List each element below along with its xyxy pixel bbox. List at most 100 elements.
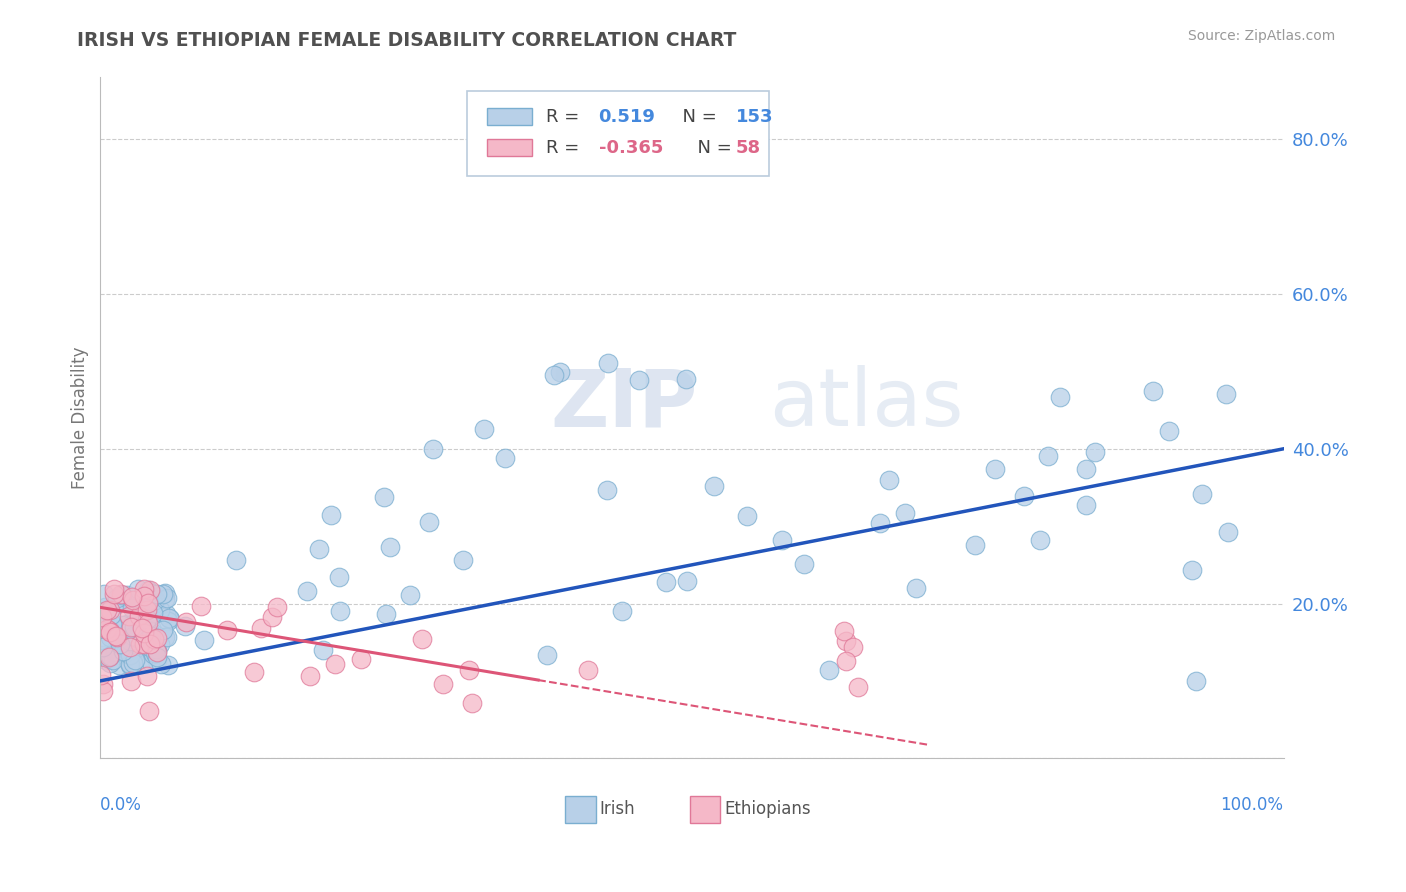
Point [877, 473, 900, 487]
Point [260, 610, 283, 624]
Point [118, 609, 141, 624]
Point [118, 657, 141, 672]
Point [136, 582, 159, 597]
Text: atlas: atlas [769, 365, 963, 443]
Point [118, 648, 141, 662]
Point [146, 631, 169, 645]
Point [136, 616, 159, 631]
Point [141, 625, 163, 640]
Point [308, 541, 330, 556]
Point [295, 584, 318, 599]
Point [770, 533, 793, 547]
Point [610, 604, 633, 618]
Point [91, 648, 114, 662]
Point [121, 640, 143, 655]
Point [1215, 387, 1237, 401]
Point [543, 368, 565, 382]
Point [120, 620, 142, 634]
Point [735, 508, 758, 523]
Point [174, 619, 197, 633]
Point [120, 657, 142, 671]
Point [596, 356, 619, 370]
Point [110, 594, 132, 608]
Text: -0.365: -0.365 [599, 138, 662, 157]
Point [1029, 533, 1052, 547]
Point [422, 442, 444, 456]
Point [141, 655, 163, 669]
Point [90, 668, 112, 682]
Point [174, 615, 197, 629]
Point [380, 541, 402, 555]
Point [146, 643, 169, 657]
Point [375, 607, 398, 621]
Point [120, 673, 142, 688]
Point [93, 587, 115, 601]
Point [153, 631, 176, 645]
Point [142, 647, 165, 661]
Point [138, 705, 160, 719]
Point [461, 697, 484, 711]
Point [136, 669, 159, 683]
Point [131, 599, 153, 613]
Point [1074, 461, 1097, 475]
Point [122, 637, 145, 651]
Point [91, 610, 114, 624]
Point [93, 683, 115, 698]
Y-axis label: Female Disability: Female Disability [72, 347, 89, 489]
Point [98, 603, 121, 617]
Point [153, 592, 176, 607]
Point [131, 621, 153, 635]
Point [121, 615, 143, 630]
Point [1159, 424, 1181, 438]
Point [96, 603, 118, 617]
Point [142, 597, 165, 611]
Point [120, 617, 142, 632]
Point [139, 585, 162, 599]
Point [91, 640, 114, 655]
Point [418, 515, 440, 529]
Point [125, 595, 148, 609]
Point [122, 656, 145, 670]
Point [114, 626, 136, 640]
Text: 153: 153 [735, 108, 773, 126]
Point [111, 618, 134, 632]
Point [125, 626, 148, 640]
Point [157, 657, 180, 672]
Point [94, 611, 117, 625]
Point [1076, 498, 1098, 512]
Point [89, 632, 111, 647]
Point [984, 462, 1007, 476]
Point [122, 596, 145, 610]
Point [193, 632, 215, 647]
Point [576, 663, 599, 677]
Point [98, 624, 121, 638]
Point [134, 637, 156, 651]
Point [96, 613, 118, 627]
Point [298, 669, 321, 683]
Point [411, 632, 433, 646]
Point [141, 629, 163, 643]
Point [98, 649, 121, 664]
Point [111, 588, 134, 602]
Point [122, 619, 145, 633]
Point [138, 623, 160, 637]
Point [94, 653, 117, 667]
Point [1191, 487, 1213, 501]
Point [136, 656, 159, 670]
Point [103, 582, 125, 597]
Text: Ethiopians: Ethiopians [724, 800, 810, 818]
Point [108, 637, 131, 651]
Point [136, 596, 159, 610]
Point [675, 372, 697, 386]
Point [846, 680, 869, 694]
Point [373, 490, 395, 504]
Point [399, 588, 422, 602]
Point [136, 603, 159, 617]
Point [152, 624, 174, 638]
Text: 58: 58 [735, 138, 761, 157]
Point [965, 538, 987, 552]
Point [129, 607, 152, 621]
Point [129, 637, 152, 651]
Point [350, 652, 373, 666]
Text: ZIP: ZIP [550, 365, 697, 443]
